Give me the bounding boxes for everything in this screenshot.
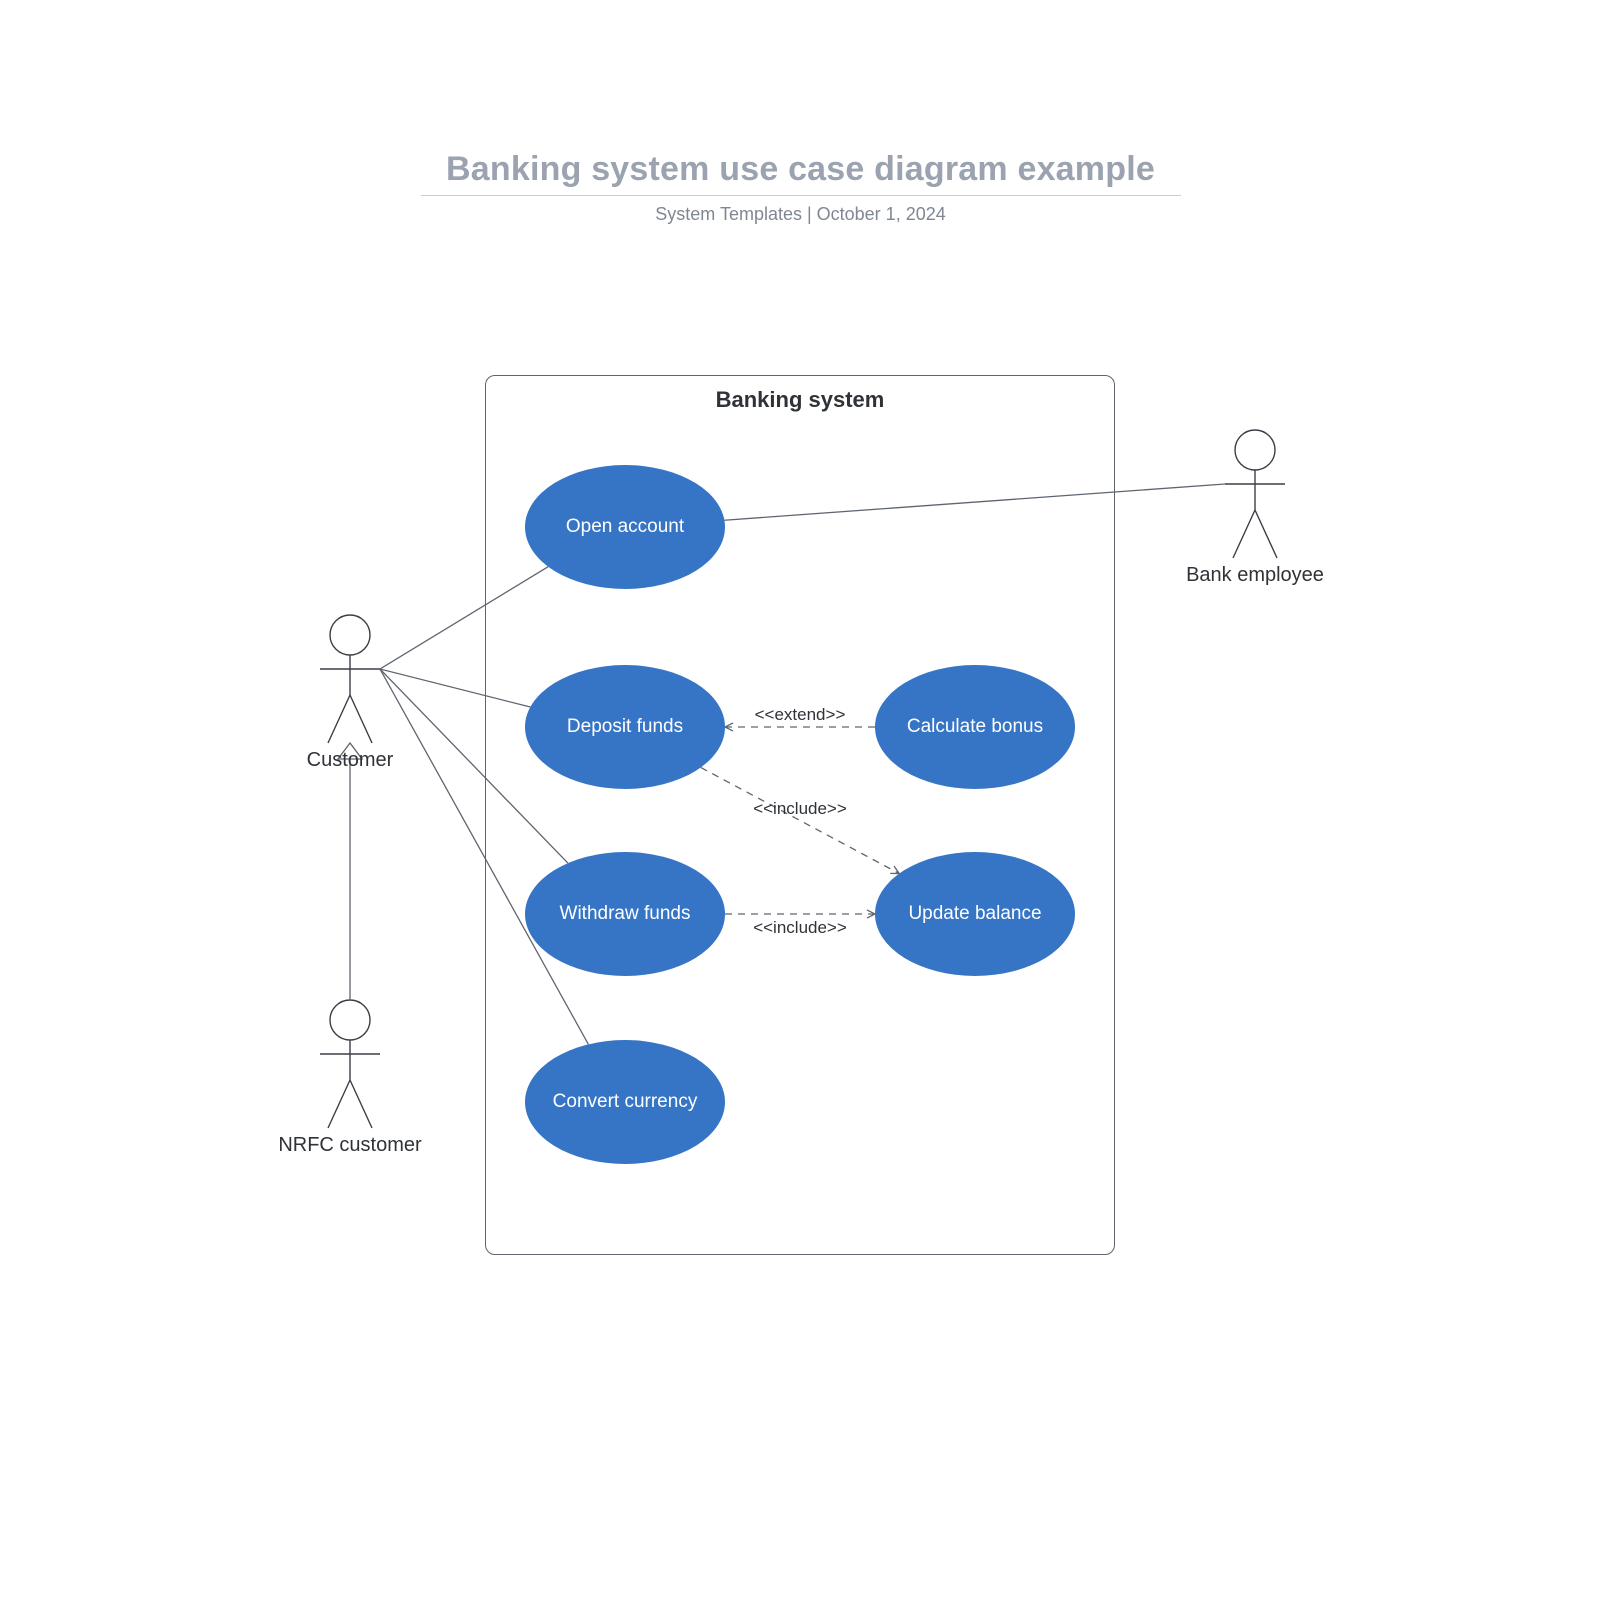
page-subtitle: System Templates | October 1, 2024 <box>421 204 1181 225</box>
usecase-convert-currency: Convert currency <box>525 1040 725 1164</box>
usecase-update-balance: Update balance <box>875 852 1075 976</box>
actor-bank-employee <box>1225 430 1285 558</box>
usecase-label: Calculate bonus <box>899 716 1051 738</box>
usecase-open-account: Open account <box>525 465 725 589</box>
usecase-label: Update balance <box>900 903 1049 925</box>
actor-label-bank-employee: Bank employee <box>1186 564 1324 587</box>
usecase-label: Withdraw funds <box>552 903 699 925</box>
page-title: Banking system use case diagram example <box>421 150 1181 189</box>
edge-label: <<include>> <box>753 799 847 819</box>
edge-label: <<include>> <box>753 918 847 938</box>
usecase-label: Open account <box>558 516 692 538</box>
actor-customer <box>320 615 380 743</box>
actor-nrfc-customer <box>320 1000 380 1128</box>
actor-label-nrfc-customer: NRFC customer <box>278 1134 421 1157</box>
usecase-label: Convert currency <box>545 1091 706 1113</box>
title-underline <box>421 195 1181 196</box>
usecase-label: Deposit funds <box>559 716 691 738</box>
title-block: Banking system use case diagram example … <box>421 150 1181 225</box>
edge-label: <<extend>> <box>755 705 846 725</box>
usecase-calculate-bonus: Calculate bonus <box>875 665 1075 789</box>
usecase-withdraw-funds: Withdraw funds <box>525 852 725 976</box>
actor-label-customer: Customer <box>307 749 394 772</box>
usecase-deposit-funds: Deposit funds <box>525 665 725 789</box>
system-boundary-label: Banking system <box>485 387 1115 413</box>
